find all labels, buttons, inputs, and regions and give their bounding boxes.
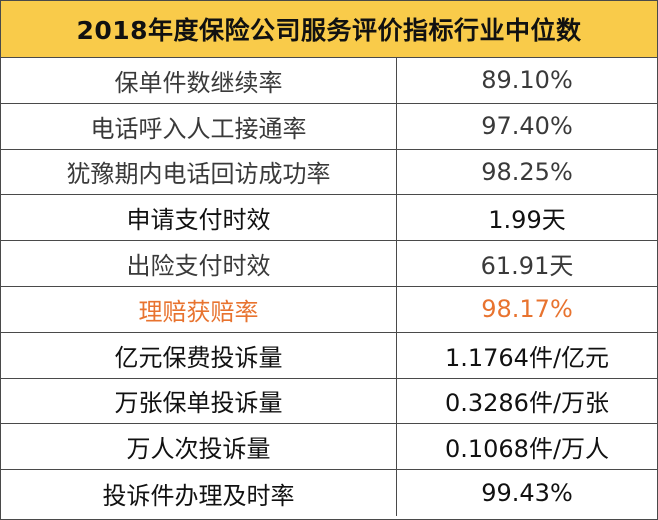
indicator-name: 犹豫期内电话回访成功率: [1, 149, 397, 195]
table-row: 投诉件办理及时率 99.43%: [1, 470, 657, 516]
indicator-value: 0.1068件/万人: [444, 435, 610, 464]
table-row-highlighted: 理赔获赔率 98.17%: [1, 286, 657, 333]
indicator-name: 投诉件办理及时率: [1, 470, 397, 516]
table-row: 亿元保费投诉量 1.1764件/亿元: [1, 332, 657, 379]
indicator-value: 1.1764件/亿元: [444, 343, 610, 372]
table-title: 2018年度保险公司服务评价指标行业中位数: [1, 1, 657, 58]
indicator-value: 0.3286件/万张: [444, 389, 610, 418]
indicator-value: 99.43%: [481, 479, 573, 508]
indicator-name: 理赔获赔率: [1, 286, 397, 332]
indicator-value: 98.17%: [481, 295, 573, 324]
table-row: 保单件数继续率 89.10%: [1, 58, 657, 104]
indicator-value: 98.25%: [481, 157, 573, 186]
table-row: 出险支付时效 61.91天: [1, 241, 657, 287]
table-row: 犹豫期内电话回访成功率 98.25%: [1, 149, 657, 196]
indicator-name: 万人次投诉量: [1, 424, 397, 470]
indicator-value: 61.91天: [480, 252, 574, 281]
indicator-name: 万张保单投诉量: [1, 378, 397, 424]
table-row: 万张保单投诉量 0.3286件/万张: [1, 378, 657, 425]
indicator-value: 97.40%: [481, 112, 573, 141]
indicator-name: 申请支付时效: [1, 195, 397, 241]
indicator-name: 电话呼入人工接通率: [1, 103, 397, 149]
table-row: 电话呼入人工接通率 97.40%: [1, 103, 657, 150]
indicator-name: 保单件数继续率: [1, 58, 397, 103]
indicator-name: 出险支付时效: [1, 241, 397, 286]
table-row: 万人次投诉量 0.1068件/万人: [1, 424, 657, 471]
indicator-value: 1.99天: [488, 206, 566, 235]
indicator-value: 89.10%: [481, 66, 573, 95]
indicator-name: 亿元保费投诉量: [1, 332, 397, 378]
table-row: 申请支付时效 1.99天: [1, 195, 657, 242]
